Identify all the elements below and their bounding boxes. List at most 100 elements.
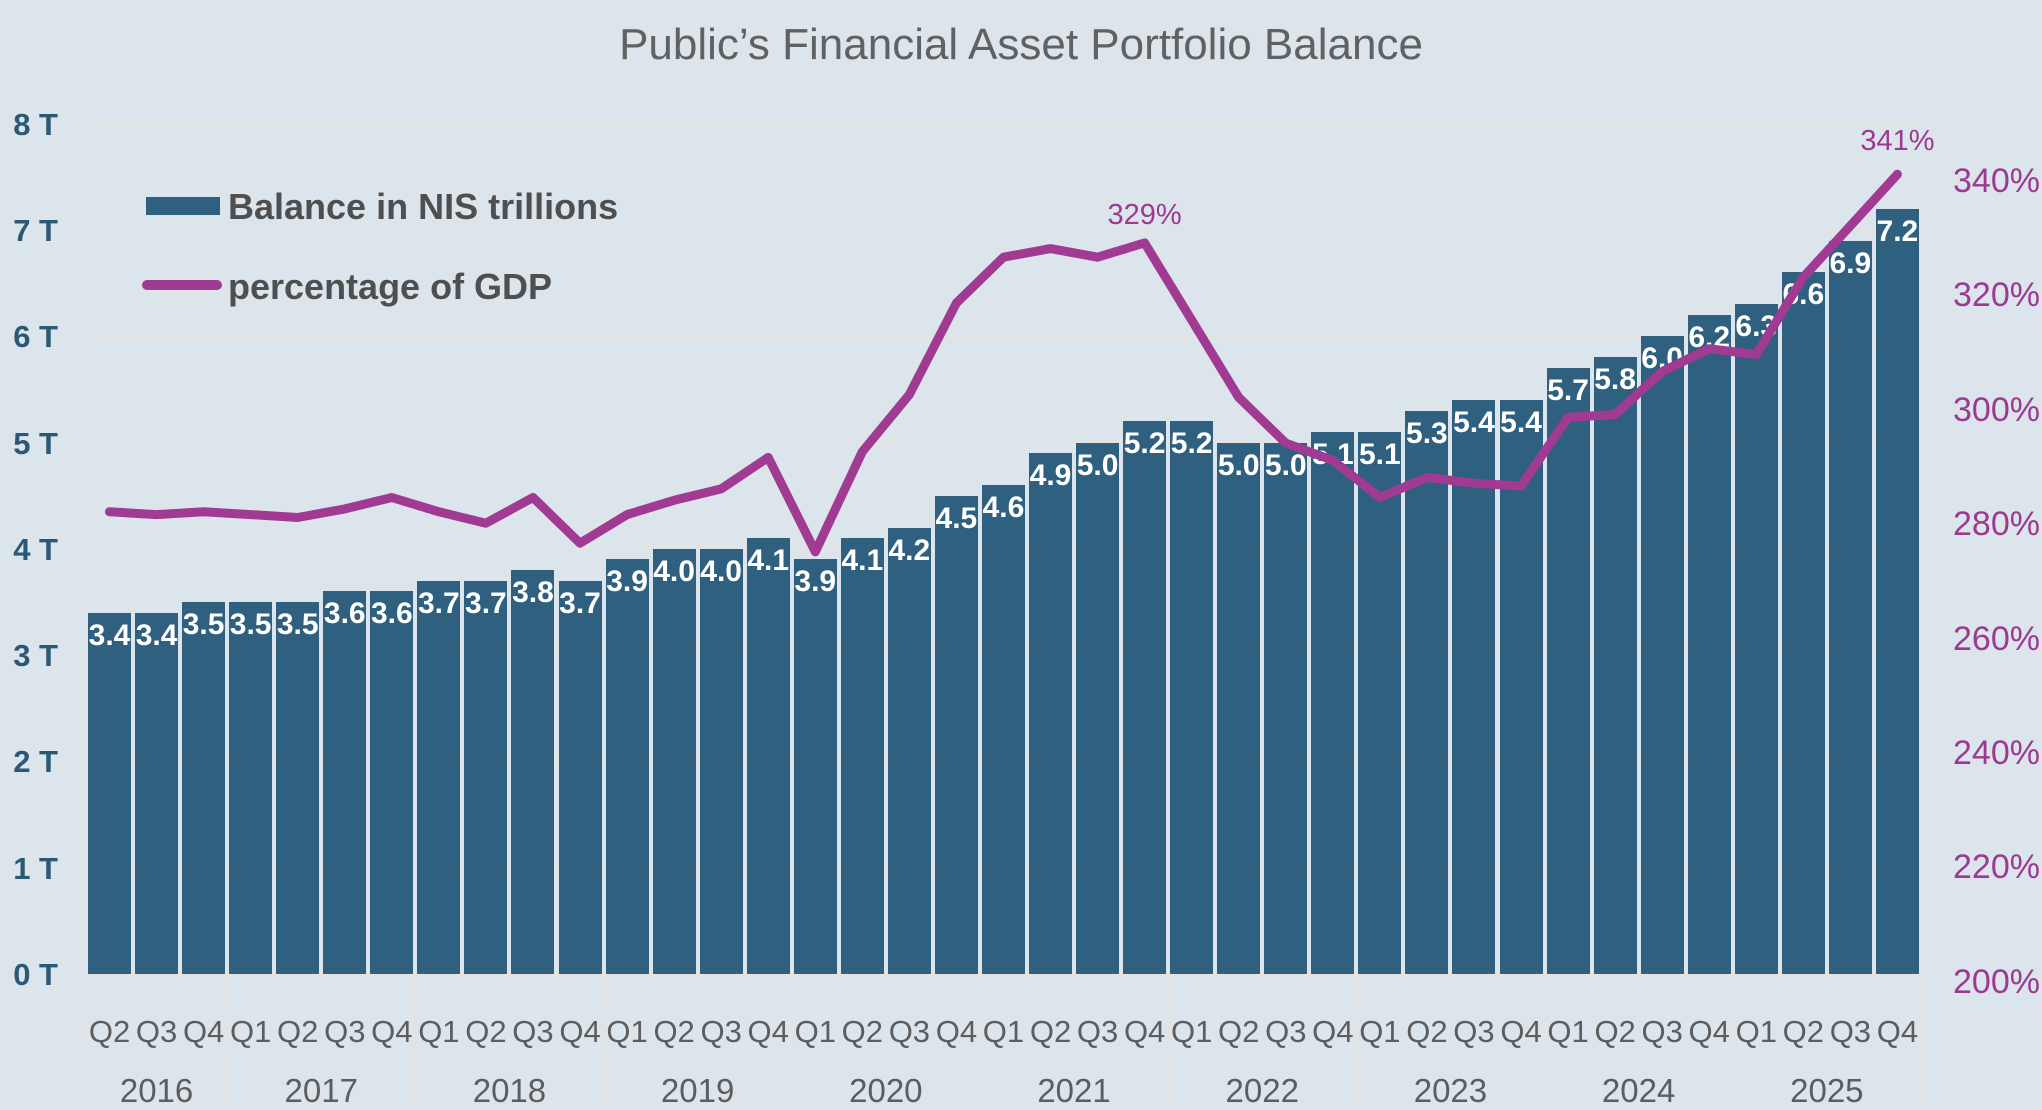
right-axis-tick-label: 220% [1953,848,2040,887]
quarter-label: Q1 [1547,1014,1589,1049]
quarter-label: Q4 [371,1014,413,1049]
bar-value-label: 3.9 [794,565,837,599]
bar-value-label: 6.6 [1782,278,1825,312]
quarter-label: Q1 [229,1014,272,1049]
bar-series-swatch [146,197,220,215]
quarter-label: Q2 [277,1014,319,1049]
year-label: 2016 [119,1072,194,1109]
balance-bar [1640,336,1684,974]
balance-bar [370,591,414,974]
right-axis-tick-label: 260% [1953,619,2040,658]
balance-bar [1593,357,1637,974]
bar-value-label: 5.1 [1358,437,1401,471]
quarter-label: Q3 [1641,1014,1683,1049]
year-divider [602,976,605,1106]
quarter-label: Q3 [512,1014,554,1049]
left-axis-tick-label: 6 T [13,319,58,355]
balance-bar [1123,421,1167,974]
quarter-label: Q4 [1123,1014,1166,1049]
left-axis-tick-label: 3 T [13,638,58,674]
quarter-label: Q4 [935,1014,978,1049]
quarter-label: Q3 [1829,1014,1872,1049]
left-axis-tick-label: 1 T [13,850,58,886]
year-label: 2021 [1037,1072,1111,1109]
bar-value-label: 3.6 [370,597,413,631]
quarter-label: Q1 [606,1014,648,1049]
quarter-label: Q3 [135,1014,178,1049]
bar-value-label: 3.8 [512,576,554,610]
bar-value-label: 4.0 [653,554,695,588]
bar-value-label: 5.4 [1500,405,1542,439]
bar-value-label: 4.9 [1029,459,1072,493]
year-divider [1919,976,1922,1106]
gridline [86,228,1925,231]
quarter-label: Q2 [88,1014,131,1049]
year-divider [414,976,417,1106]
year-label: 2017 [284,1072,358,1109]
balance-bar [1311,431,1355,974]
year-divider [790,976,793,1106]
quarter-label: Q2 [653,1014,695,1049]
balance-bar [1029,453,1072,974]
bar-value-label: 4.2 [888,533,931,567]
quarter-label: Q4 [747,1014,789,1049]
bar-value-label: 5.4 [1453,405,1495,439]
balance-bar [511,570,555,974]
balance-bar [464,580,508,974]
line-annotation: 329% [1107,198,1182,231]
balance-bar [182,601,226,974]
right-axis-tick-label: 240% [1953,734,2040,772]
bar-value-label: 4.0 [700,554,742,588]
balance-bar [1828,240,1872,974]
quarter-label: Q3 [1076,1014,1119,1049]
year-divider [85,976,87,1106]
gridline [86,122,1925,125]
balance-bar [417,580,461,974]
quarter-label: Q2 [465,1014,507,1049]
year-label: 2023 [1413,1072,1488,1109]
bar-value-label: 3.5 [182,607,225,641]
quarter-label: Q1 [418,1014,460,1049]
bar-value-label: 3.5 [276,607,319,641]
balance-bar [934,495,978,974]
year-label: 2025 [1790,1072,1864,1109]
balance-bar [793,559,837,974]
year-divider [1543,976,1546,1106]
left-axis-tick-label: 0 T [13,957,58,992]
left-axis-tick-label: 5 T [13,425,58,461]
line-annotation: 341% [1860,125,1935,158]
chart-title: Public’s Financial Asset Portfolio Balan… [619,20,1423,69]
year-label: 2019 [660,1072,735,1109]
bar-value-label: 5.0 [1264,448,1307,482]
bar-value-label: 6.3 [1735,310,1778,344]
year-divider [1355,976,1358,1106]
bar-value-label: 3.4 [88,618,131,652]
balance-bar [1405,410,1449,974]
year-divider [1731,976,1734,1106]
year-label: 2022 [1225,1072,1299,1109]
left-axis-tick-label: 4 T [13,531,58,567]
bar-value-label: 4.6 [982,491,1025,525]
quarter-label: Q1 [1170,1014,1213,1049]
line-series-swatch [142,280,222,290]
quarter-label: Q4 [1876,1014,1919,1049]
balance-bar [1264,442,1308,974]
bar-value-label: 7.2 [1876,214,1919,248]
quarter-label: Q3 [1265,1014,1307,1049]
quarter-label: Q1 [1735,1014,1777,1049]
quarter-label: Q2 [1406,1014,1448,1049]
bar-value-label: 5.2 [1170,427,1213,461]
bar-value-label: 5.8 [1594,363,1636,397]
balance-bar [840,538,884,974]
quarter-label: Q4 [182,1014,225,1049]
balance-bar [88,612,131,974]
bar-value-label: 5.1 [1311,437,1354,471]
balance-bar [652,548,696,974]
balance-bar [605,559,649,974]
bar-value-label: 3.5 [229,607,272,641]
right-axis-tick-label: 280% [1953,505,2040,544]
line-series-legend-label: percentage of GDP [228,266,553,307]
year-divider [1167,976,1170,1106]
quarter-label: Q3 [1453,1014,1495,1049]
